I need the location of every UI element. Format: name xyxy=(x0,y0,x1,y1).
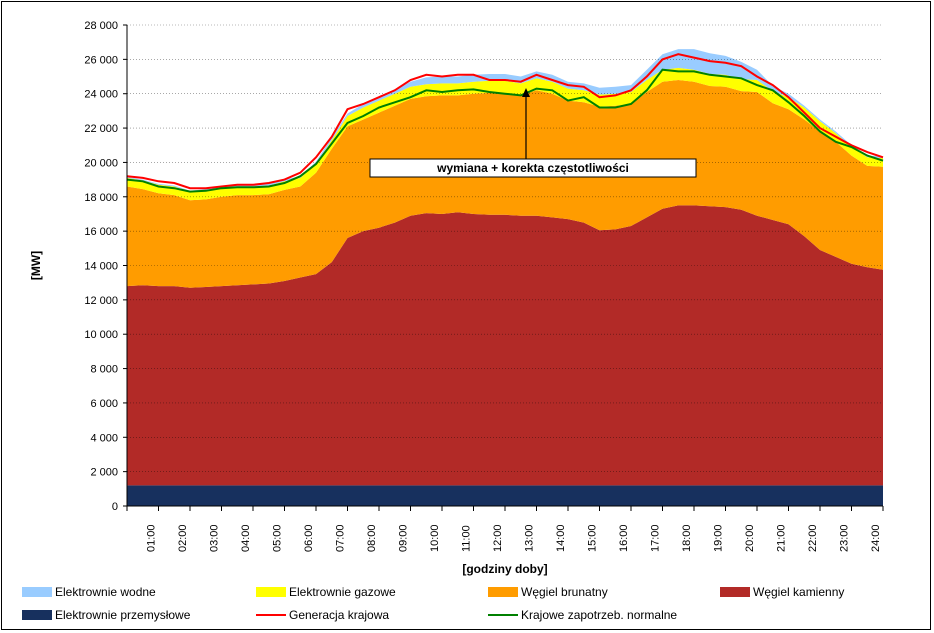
area-elektrownie-przemyslowe xyxy=(127,485,883,506)
x-tick-label: 11:00 xyxy=(461,525,473,552)
legend: Elektrownie wodne Elektrownie gazowe Węgie… xyxy=(22,585,844,622)
legend-label: Elektrownie przemysłowe xyxy=(55,608,191,622)
legend-item: Elektrownie przemysłowe xyxy=(22,608,191,622)
area-wegiel-brunatny xyxy=(127,80,883,288)
x-tick-label: 07:00 xyxy=(335,524,347,552)
series-lines xyxy=(126,53,884,193)
y-tick-label: 2 000 xyxy=(90,467,118,479)
y-tick-label: 16 000 xyxy=(84,226,118,238)
y-tick-label: 24 000 xyxy=(84,89,118,101)
legend-label: Generacja krajowa xyxy=(289,608,389,622)
x-axis-title: [godziny doby] xyxy=(462,562,547,576)
y-axis-title: [MW] xyxy=(29,251,43,280)
x-tick-label: 16:00 xyxy=(618,524,630,552)
legend-label: Węgiel kamienny xyxy=(753,585,844,599)
axes: 0 2 000 4 000 6 000 8 000 10 000 12 000 14 000 1… xyxy=(29,20,884,576)
line-krajowe-zapotrzeb-normalne xyxy=(126,68,884,193)
legend-swatch xyxy=(22,587,52,597)
x-tick-label: 17:00 xyxy=(650,524,662,552)
x-tick-label: 09:00 xyxy=(398,524,410,552)
area-elektrownie-gazowe xyxy=(127,67,883,201)
x-tick-label: 20:00 xyxy=(744,524,756,552)
x-tick-label: 04:00 xyxy=(240,524,252,552)
x-tick-label: 24:00 xyxy=(870,524,882,552)
legend-swatch xyxy=(488,587,518,597)
y-tick-label: 12 000 xyxy=(84,295,118,307)
x-tick-label: 23:00 xyxy=(839,524,851,552)
area-elektrownie-wodne xyxy=(127,49,883,192)
x-tick-label: 22:00 xyxy=(807,524,819,552)
x-tick-label: 06:00 xyxy=(303,524,315,552)
legend-item: Generacja krajowa xyxy=(256,608,389,622)
x-tick-label: 05:00 xyxy=(272,524,284,552)
annotation-text: wymiana + korekta częstotliwości xyxy=(436,161,629,175)
y-tick-label: 26 000 xyxy=(84,54,118,66)
y-tick-label: 6 000 xyxy=(90,398,118,410)
x-tick-label: 01:00 xyxy=(146,524,158,552)
legend-label: Krajowe zapotrzeb. normalne xyxy=(521,608,677,622)
y-tick-label: 18 000 xyxy=(84,192,118,204)
legend-item: Elektrownie gazowe xyxy=(256,585,396,599)
y-tick-label: 22 000 xyxy=(84,123,118,135)
x-tick-label: 15:00 xyxy=(587,524,599,552)
annotation: wymiana + korekta częstotliwości xyxy=(369,88,697,178)
x-tick-label: 03:00 xyxy=(209,524,221,552)
x-tick-label: 02:00 xyxy=(177,524,189,552)
legend-item: Węgiel kamienny xyxy=(720,585,844,599)
legend-label: Węgiel brunatny xyxy=(521,585,608,599)
y-tick-label: 0 xyxy=(112,501,118,513)
x-tick-label: 19:00 xyxy=(713,524,725,552)
x-tick-label: 21:00 xyxy=(776,524,788,552)
legend-item: Krajowe zapotrzeb. normalne xyxy=(488,608,677,622)
y-tick-label: 20 000 xyxy=(84,157,118,169)
annotation-box xyxy=(369,158,697,178)
x-tick-label: 18:00 xyxy=(681,524,693,552)
x-tick-label: 13:00 xyxy=(524,524,536,552)
legend-swatch xyxy=(22,610,52,620)
x-tick-label: 08:00 xyxy=(366,524,378,552)
x-tick-label: 10:00 xyxy=(429,524,441,552)
legend-item: Węgiel brunatny xyxy=(488,585,608,599)
legend-label: Elektrownie gazowe xyxy=(289,585,396,599)
legend-swatch xyxy=(720,587,750,597)
legend-swatch xyxy=(256,587,286,597)
x-tick-label: 14:00 xyxy=(555,524,567,552)
y-tick-label: 4 000 xyxy=(90,432,118,444)
area-wegiel-kamienny xyxy=(127,205,883,486)
y-tick-label: 10 000 xyxy=(84,329,118,341)
legend-item: Elektrownie wodne xyxy=(22,585,156,599)
y-tick-label: 8 000 xyxy=(90,364,118,376)
legend-label: Elektrownie wodne xyxy=(55,585,156,599)
annotation-arrow-head xyxy=(522,88,530,97)
stacked-areas xyxy=(127,49,883,506)
line-generacja-krajowa xyxy=(126,53,884,190)
x-tick-label: 12:00 xyxy=(492,524,504,552)
y-tick-label: 14 000 xyxy=(84,261,118,273)
y-tick-label: 28 000 xyxy=(84,20,118,32)
